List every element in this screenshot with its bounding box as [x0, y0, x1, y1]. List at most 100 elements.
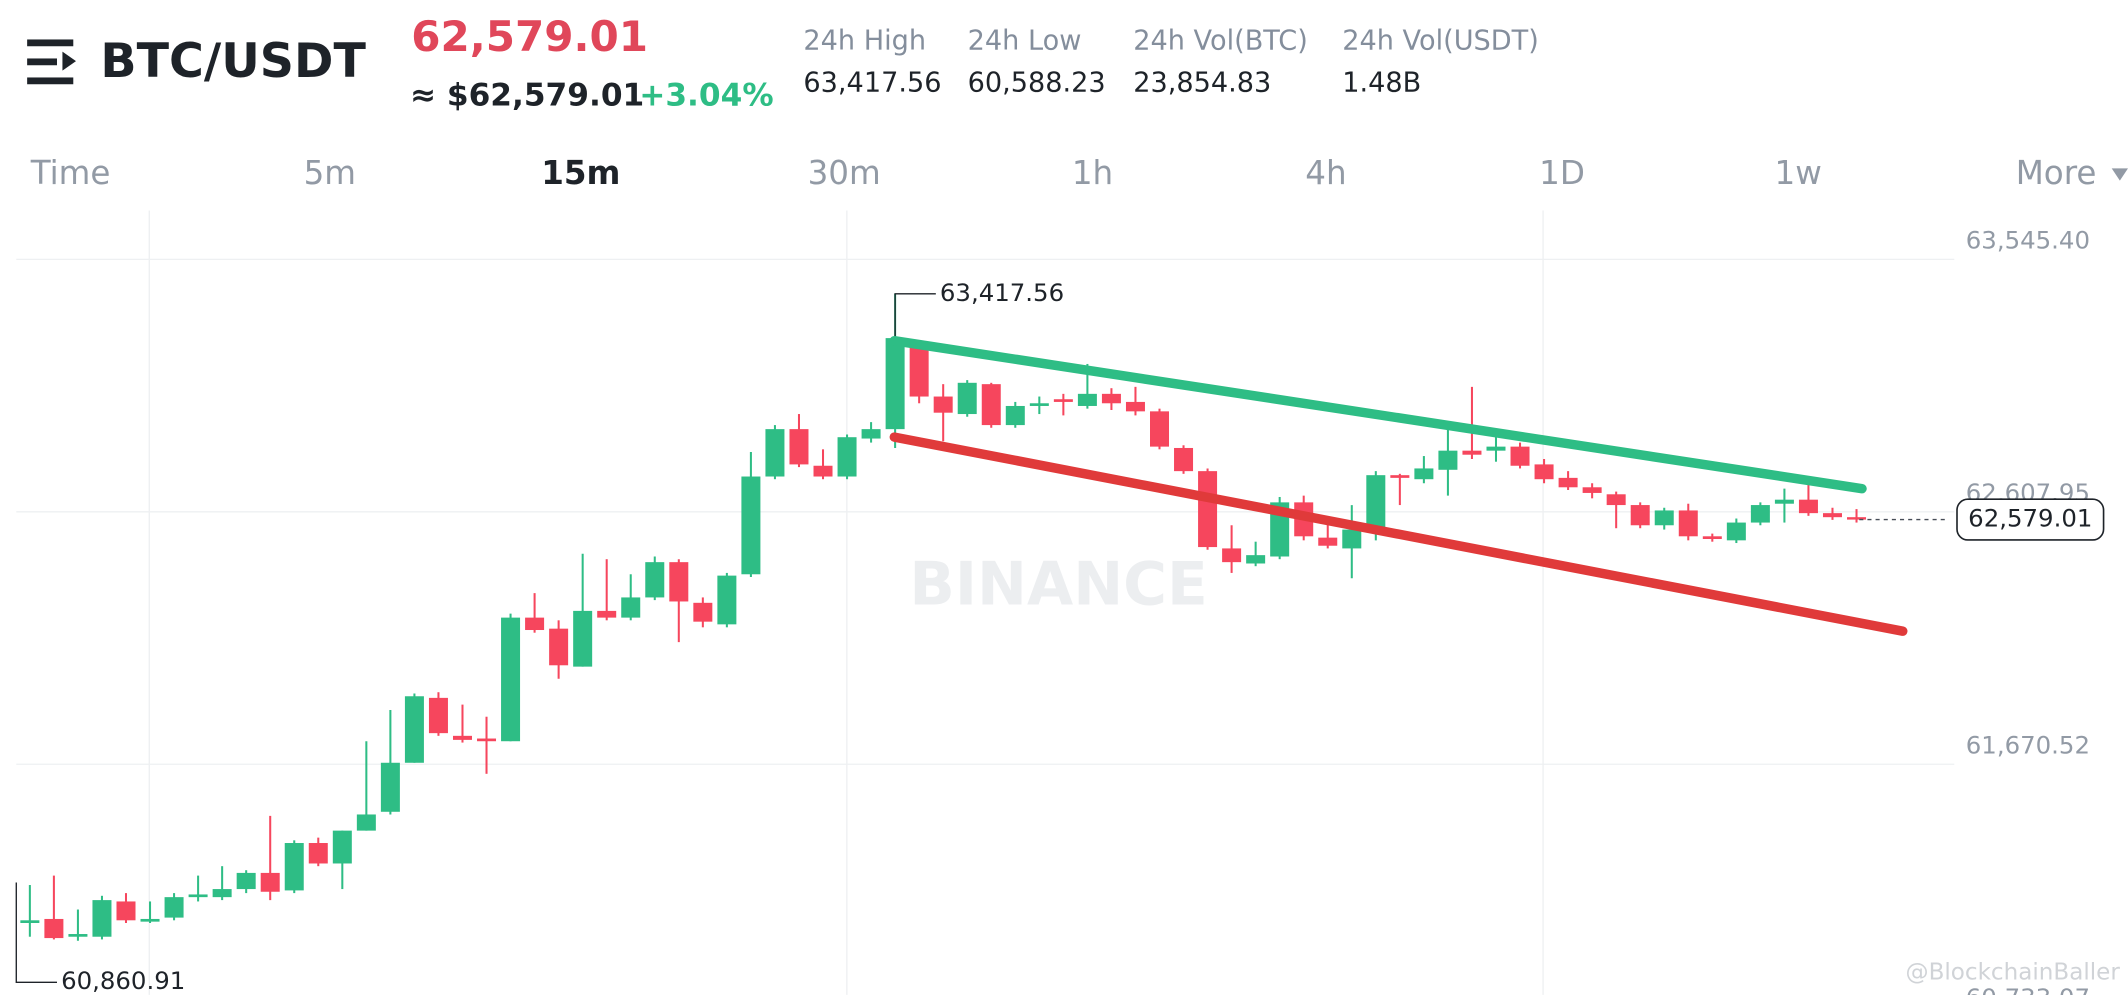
candle-body: [164, 897, 184, 918]
candle-body: [981, 384, 1001, 426]
candle-body: [212, 889, 232, 898]
candle-body: [356, 814, 376, 831]
candle-body: [1342, 529, 1362, 549]
candle-body: [1462, 450, 1482, 455]
candle-body: [404, 696, 424, 763]
annotation-leader: [894, 293, 936, 339]
candle-body: [789, 429, 809, 465]
candle-body: [573, 610, 593, 667]
stat-label: 24h Vol(USDT): [1342, 26, 1539, 57]
tab[interactable]: 1D: [1539, 154, 1585, 192]
y-tick-label: 61,670.52: [1966, 731, 2090, 760]
candle-body: [1534, 464, 1554, 480]
candle-body: [116, 901, 136, 921]
candle-body: [717, 575, 737, 625]
candle-body: [837, 437, 857, 477]
candle-body: [1486, 446, 1506, 451]
candle-body: [1606, 494, 1626, 506]
tab[interactable]: 4h: [1305, 154, 1346, 192]
candle-body: [741, 476, 761, 575]
candle-body: [1510, 446, 1530, 466]
annotation-label: 60,860.91: [61, 966, 185, 995]
y-tick-label: 63,545.40: [1966, 226, 2090, 255]
menu-arrow: [62, 51, 76, 71]
candle-body: [332, 830, 352, 864]
candle-body: [549, 628, 569, 666]
candle-body: [693, 602, 713, 622]
candle-body: [1438, 450, 1458, 470]
candle-body: [1101, 393, 1121, 404]
candle-body: [452, 735, 472, 740]
candle-body: [1774, 499, 1794, 504]
stat-value: 63,417.56: [803, 68, 941, 99]
candle-body: [813, 465, 833, 477]
candle-body: [1678, 510, 1698, 537]
candle-body: [20, 920, 40, 923]
candle-body: [1726, 522, 1746, 541]
candle-body: [1750, 505, 1770, 523]
candle-body: [92, 900, 112, 937]
candle-body: [1246, 555, 1266, 564]
candle-body: [380, 762, 400, 812]
candle-body: [284, 843, 304, 891]
last-price-box: [1956, 498, 2105, 541]
tab[interactable]: Time: [30, 154, 111, 192]
tab[interactable]: 15m: [541, 154, 620, 192]
candle-body: [1798, 499, 1818, 514]
candle-body: [44, 918, 64, 939]
candle-body: [501, 617, 521, 742]
candle-body: [260, 872, 280, 892]
candle-body: [1822, 513, 1842, 518]
stat-value: 23,854.83: [1133, 68, 1271, 99]
candle-body: [933, 396, 953, 413]
tab[interactable]: 1h: [1072, 154, 1113, 192]
candle-body: [1150, 411, 1170, 447]
candle-body: [525, 617, 545, 631]
change: +3.04%: [639, 77, 773, 113]
candle-body: [428, 697, 448, 734]
candle-body: [669, 562, 689, 602]
candle-body: [68, 934, 88, 937]
candle-body: [1630, 505, 1650, 526]
candle-body: [1005, 405, 1025, 426]
candle-body: [765, 429, 785, 477]
candle-body: [861, 429, 881, 439]
candle-body: [1847, 517, 1867, 520]
stat-label: 24h Low: [968, 26, 1082, 57]
credit: @BlockchainBaller: [1906, 960, 2121, 986]
tab[interactable]: 5m: [304, 154, 356, 192]
menu-bar: [27, 39, 74, 47]
annotation-leader: [15, 882, 57, 983]
candle-body: [957, 382, 977, 415]
stat-value: 1.48B: [1342, 68, 1421, 99]
trend-line-lower: [889, 432, 1908, 636]
menu-bar: [27, 77, 74, 85]
candle-body: [1222, 548, 1242, 563]
grid-vertical: [148, 210, 1544, 995]
tab[interactable]: 1w: [1775, 154, 1822, 192]
candle-body: [1558, 477, 1578, 488]
dropdown-arrow: [2111, 168, 2128, 181]
watermark: BINANCE: [909, 550, 1207, 619]
candle-body: [1366, 475, 1386, 530]
candle-body: [188, 894, 208, 898]
candle-body: [597, 610, 617, 618]
pair[interactable]: BTC/USDT: [100, 34, 366, 89]
candle-body: [1654, 510, 1674, 526]
price: 62,579.01: [411, 12, 648, 61]
candle-body: [477, 738, 497, 742]
candle-body: [140, 918, 160, 922]
tab[interactable]: More: [2016, 154, 2097, 192]
price-usd: ≈ $62,579.01: [410, 77, 644, 113]
candle-body: [1582, 487, 1602, 493]
candle-body: [885, 338, 905, 430]
candle-body: [909, 346, 929, 397]
tab[interactable]: 30m: [808, 154, 881, 192]
candle-body: [1390, 475, 1410, 478]
annotation-label: 63,417.56: [940, 278, 1064, 307]
menu-bar: [27, 58, 57, 66]
menu-icon[interactable]: [27, 39, 76, 85]
candle-body: [1077, 393, 1097, 406]
